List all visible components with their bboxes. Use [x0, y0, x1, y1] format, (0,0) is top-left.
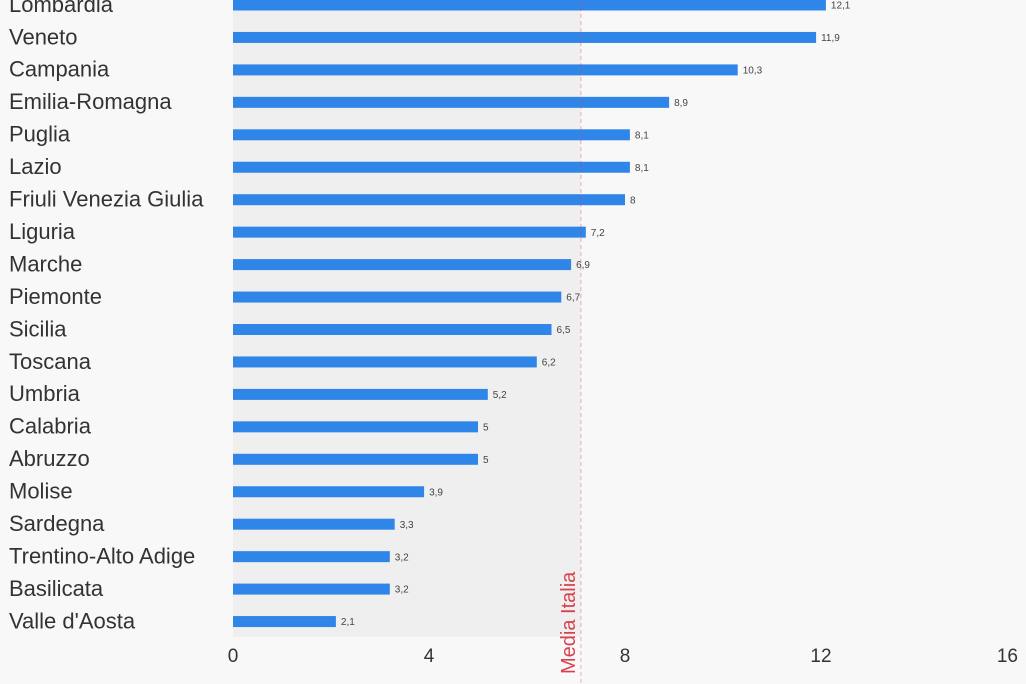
bar: [233, 291, 562, 303]
value-label: 5: [483, 422, 489, 433]
category-label: Campania: [9, 57, 110, 82]
value-label: 2,1: [341, 617, 355, 628]
bar: [233, 421, 478, 433]
bar: [233, 486, 425, 498]
value-label: 6,5: [557, 325, 571, 336]
value-label: 7,2: [591, 228, 605, 239]
value-label: 5,2: [493, 390, 507, 401]
bar: [233, 96, 670, 108]
value-label: 11,9: [821, 33, 840, 44]
bar: [233, 324, 552, 335]
value-label: 5: [483, 455, 489, 466]
category-label: Piemonte: [9, 284, 102, 309]
category-label: Molise: [9, 479, 73, 504]
reference-label: Media Italia: [558, 571, 580, 674]
value-label: 3,3: [400, 520, 414, 531]
value-label: 12,1: [831, 1, 851, 12]
category-label: Calabria: [9, 414, 92, 439]
category-label: Marche: [9, 251, 82, 276]
value-label: 3,2: [395, 585, 409, 596]
value-label: 10,3: [743, 66, 763, 77]
bar: [233, 64, 738, 76]
category-label: Emilia-Romagna: [9, 89, 172, 114]
bar: [233, 226, 586, 238]
category-label: Lazio: [9, 154, 62, 179]
x-tick-label: 12: [810, 646, 831, 667]
category-label: Veneto: [9, 24, 78, 49]
bar: [233, 551, 390, 563]
x-tick-label: 0: [228, 646, 239, 667]
category-label: Sicilia: [9, 316, 67, 341]
category-label: Lombardia: [9, 0, 114, 17]
bar: [233, 616, 336, 628]
x-tick-label: 4: [424, 646, 435, 667]
category-label: Friuli Venezia Giulia: [9, 187, 204, 212]
bar: [233, 453, 478, 465]
bar: [233, 161, 630, 173]
category-label: Valle d'Aosta: [9, 608, 136, 633]
value-label: 8: [630, 195, 636, 206]
x-tick-label: 8: [620, 646, 631, 667]
bar: [233, 129, 630, 141]
category-label: Puglia: [9, 122, 71, 147]
bar: [233, 259, 572, 271]
value-label: 6,9: [576, 260, 590, 271]
value-label: 3,9: [429, 487, 443, 498]
x-tick-label: 16: [997, 646, 1018, 667]
bar: [233, 518, 395, 530]
bar: [233, 388, 488, 400]
bar: [233, 356, 537, 368]
category-label: Sardegna: [9, 511, 105, 536]
value-label: 8,9: [674, 98, 688, 109]
category-label: Liguria: [9, 219, 76, 244]
category-label: Trentino-Alto Adige: [9, 543, 195, 568]
bar: [233, 31, 817, 43]
value-label: 3,2: [395, 552, 409, 563]
category-label: Abruzzo: [9, 446, 90, 471]
value-label: 6,2: [542, 358, 556, 369]
bar: [233, 0, 826, 11]
value-label: 8,1: [635, 163, 649, 174]
bar: [233, 194, 625, 206]
category-label: Toscana: [9, 349, 92, 374]
value-label: 8,1: [635, 130, 649, 141]
bar: [233, 583, 390, 595]
category-label: Umbria: [9, 381, 81, 406]
value-label: 6,7: [566, 293, 580, 304]
category-label: Basilicata: [9, 576, 104, 601]
reference-band: [233, 0, 581, 637]
